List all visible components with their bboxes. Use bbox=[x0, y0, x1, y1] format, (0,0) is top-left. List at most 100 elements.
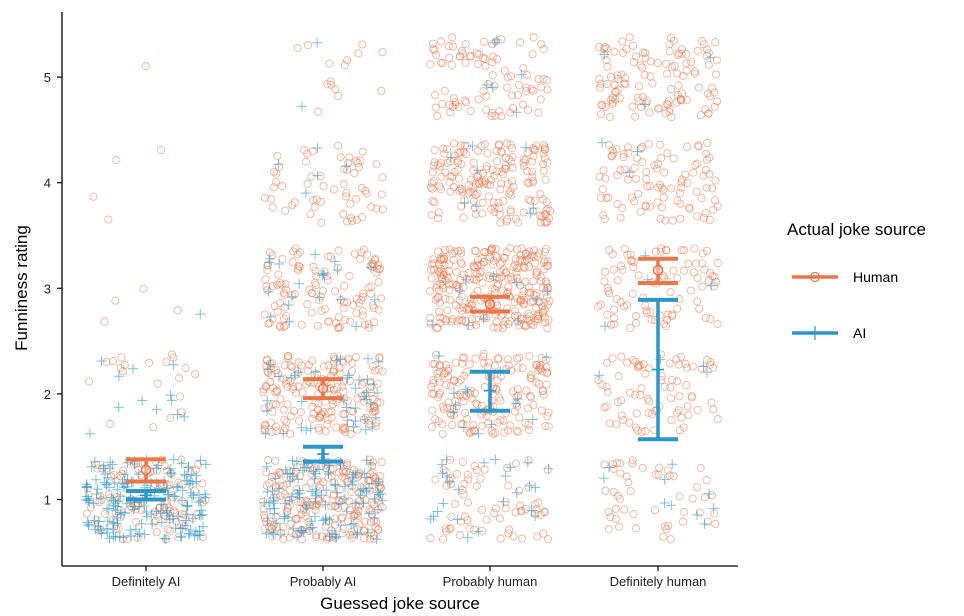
human-point bbox=[521, 322, 530, 331]
human-point bbox=[279, 374, 288, 383]
ai-point bbox=[702, 367, 712, 378]
human-point bbox=[664, 96, 673, 105]
ai-point bbox=[115, 491, 126, 502]
human-point bbox=[430, 198, 439, 207]
human-point bbox=[508, 387, 517, 396]
human-point bbox=[501, 161, 510, 170]
human-point bbox=[358, 307, 367, 316]
human-point bbox=[602, 55, 611, 65]
human-point bbox=[605, 419, 614, 428]
human-point bbox=[323, 420, 332, 429]
human-point bbox=[665, 104, 674, 113]
ai-point bbox=[369, 494, 380, 504]
human-point bbox=[675, 426, 684, 435]
ai-point bbox=[296, 422, 307, 433]
human-point bbox=[481, 62, 490, 71]
human-point bbox=[523, 404, 533, 413]
human-point bbox=[631, 311, 640, 320]
human-point bbox=[706, 314, 715, 323]
ai-point bbox=[427, 319, 438, 330]
ai-point bbox=[500, 471, 511, 482]
human-point bbox=[655, 104, 664, 113]
human-point bbox=[282, 376, 291, 385]
ai-point bbox=[133, 469, 144, 480]
ai-point bbox=[89, 515, 100, 526]
human-point bbox=[374, 305, 383, 314]
human-point bbox=[487, 40, 497, 49]
human-point bbox=[279, 481, 288, 491]
human-point bbox=[301, 157, 311, 166]
ai-point bbox=[177, 485, 188, 496]
human-point bbox=[600, 214, 609, 224]
human-point bbox=[599, 211, 608, 220]
human-point bbox=[499, 196, 508, 205]
human-point bbox=[710, 102, 719, 111]
human-point bbox=[360, 517, 369, 526]
ai-point bbox=[274, 483, 285, 494]
human-point bbox=[276, 298, 285, 307]
ai-mean-point bbox=[140, 489, 152, 502]
human-point bbox=[181, 363, 190, 373]
human-point bbox=[472, 247, 481, 256]
human-point bbox=[702, 183, 711, 192]
human-point bbox=[666, 383, 675, 392]
human-point bbox=[507, 157, 516, 166]
human-point bbox=[490, 509, 499, 518]
human-point bbox=[378, 205, 387, 214]
human-point bbox=[642, 306, 651, 315]
human-point bbox=[264, 456, 273, 465]
human-point bbox=[464, 269, 473, 278]
human-point bbox=[428, 168, 438, 177]
human-point bbox=[318, 286, 327, 296]
human-point bbox=[431, 90, 440, 100]
human-point bbox=[650, 506, 660, 515]
human-point bbox=[515, 486, 524, 495]
human-point bbox=[309, 262, 318, 271]
ai-point bbox=[473, 526, 484, 537]
human-point bbox=[645, 108, 654, 117]
human-point bbox=[530, 500, 539, 509]
human-point bbox=[455, 315, 464, 324]
ai-point bbox=[119, 469, 130, 480]
human-point bbox=[162, 358, 171, 367]
ai-point bbox=[185, 525, 196, 536]
human-point bbox=[273, 307, 282, 316]
human-point bbox=[272, 169, 281, 178]
human-point bbox=[465, 360, 474, 369]
human-point bbox=[312, 272, 321, 281]
human-point bbox=[526, 371, 536, 380]
human-point bbox=[475, 269, 485, 278]
human-point bbox=[620, 505, 629, 514]
human-point bbox=[118, 469, 127, 478]
human-point bbox=[370, 256, 380, 265]
ai-point bbox=[520, 142, 531, 153]
human-point bbox=[428, 422, 437, 431]
human-point bbox=[613, 276, 622, 285]
human-point bbox=[692, 187, 701, 196]
human-point bbox=[676, 199, 685, 208]
x-tick-label: Probably human bbox=[443, 574, 538, 589]
human-point bbox=[699, 171, 708, 180]
ai-point bbox=[98, 460, 109, 471]
human-point bbox=[355, 298, 364, 308]
human-point bbox=[618, 204, 627, 213]
human-point bbox=[642, 99, 651, 108]
y-tick-label: 2 bbox=[44, 387, 51, 402]
ai-point bbox=[287, 291, 298, 302]
y-tick-label: 3 bbox=[44, 281, 51, 296]
ai-point bbox=[95, 525, 106, 536]
human-point bbox=[626, 323, 635, 333]
human-point bbox=[693, 273, 702, 283]
human-point bbox=[682, 59, 691, 68]
ai-point bbox=[82, 517, 93, 528]
ai-point bbox=[92, 484, 103, 495]
human-point bbox=[633, 189, 642, 198]
ai-point bbox=[99, 477, 110, 488]
human-point bbox=[539, 45, 548, 54]
ai-point bbox=[186, 469, 197, 480]
human-point bbox=[506, 208, 515, 217]
ai-point bbox=[351, 321, 361, 332]
human-point bbox=[689, 268, 698, 277]
human-point bbox=[538, 302, 547, 311]
human-point bbox=[276, 470, 285, 479]
